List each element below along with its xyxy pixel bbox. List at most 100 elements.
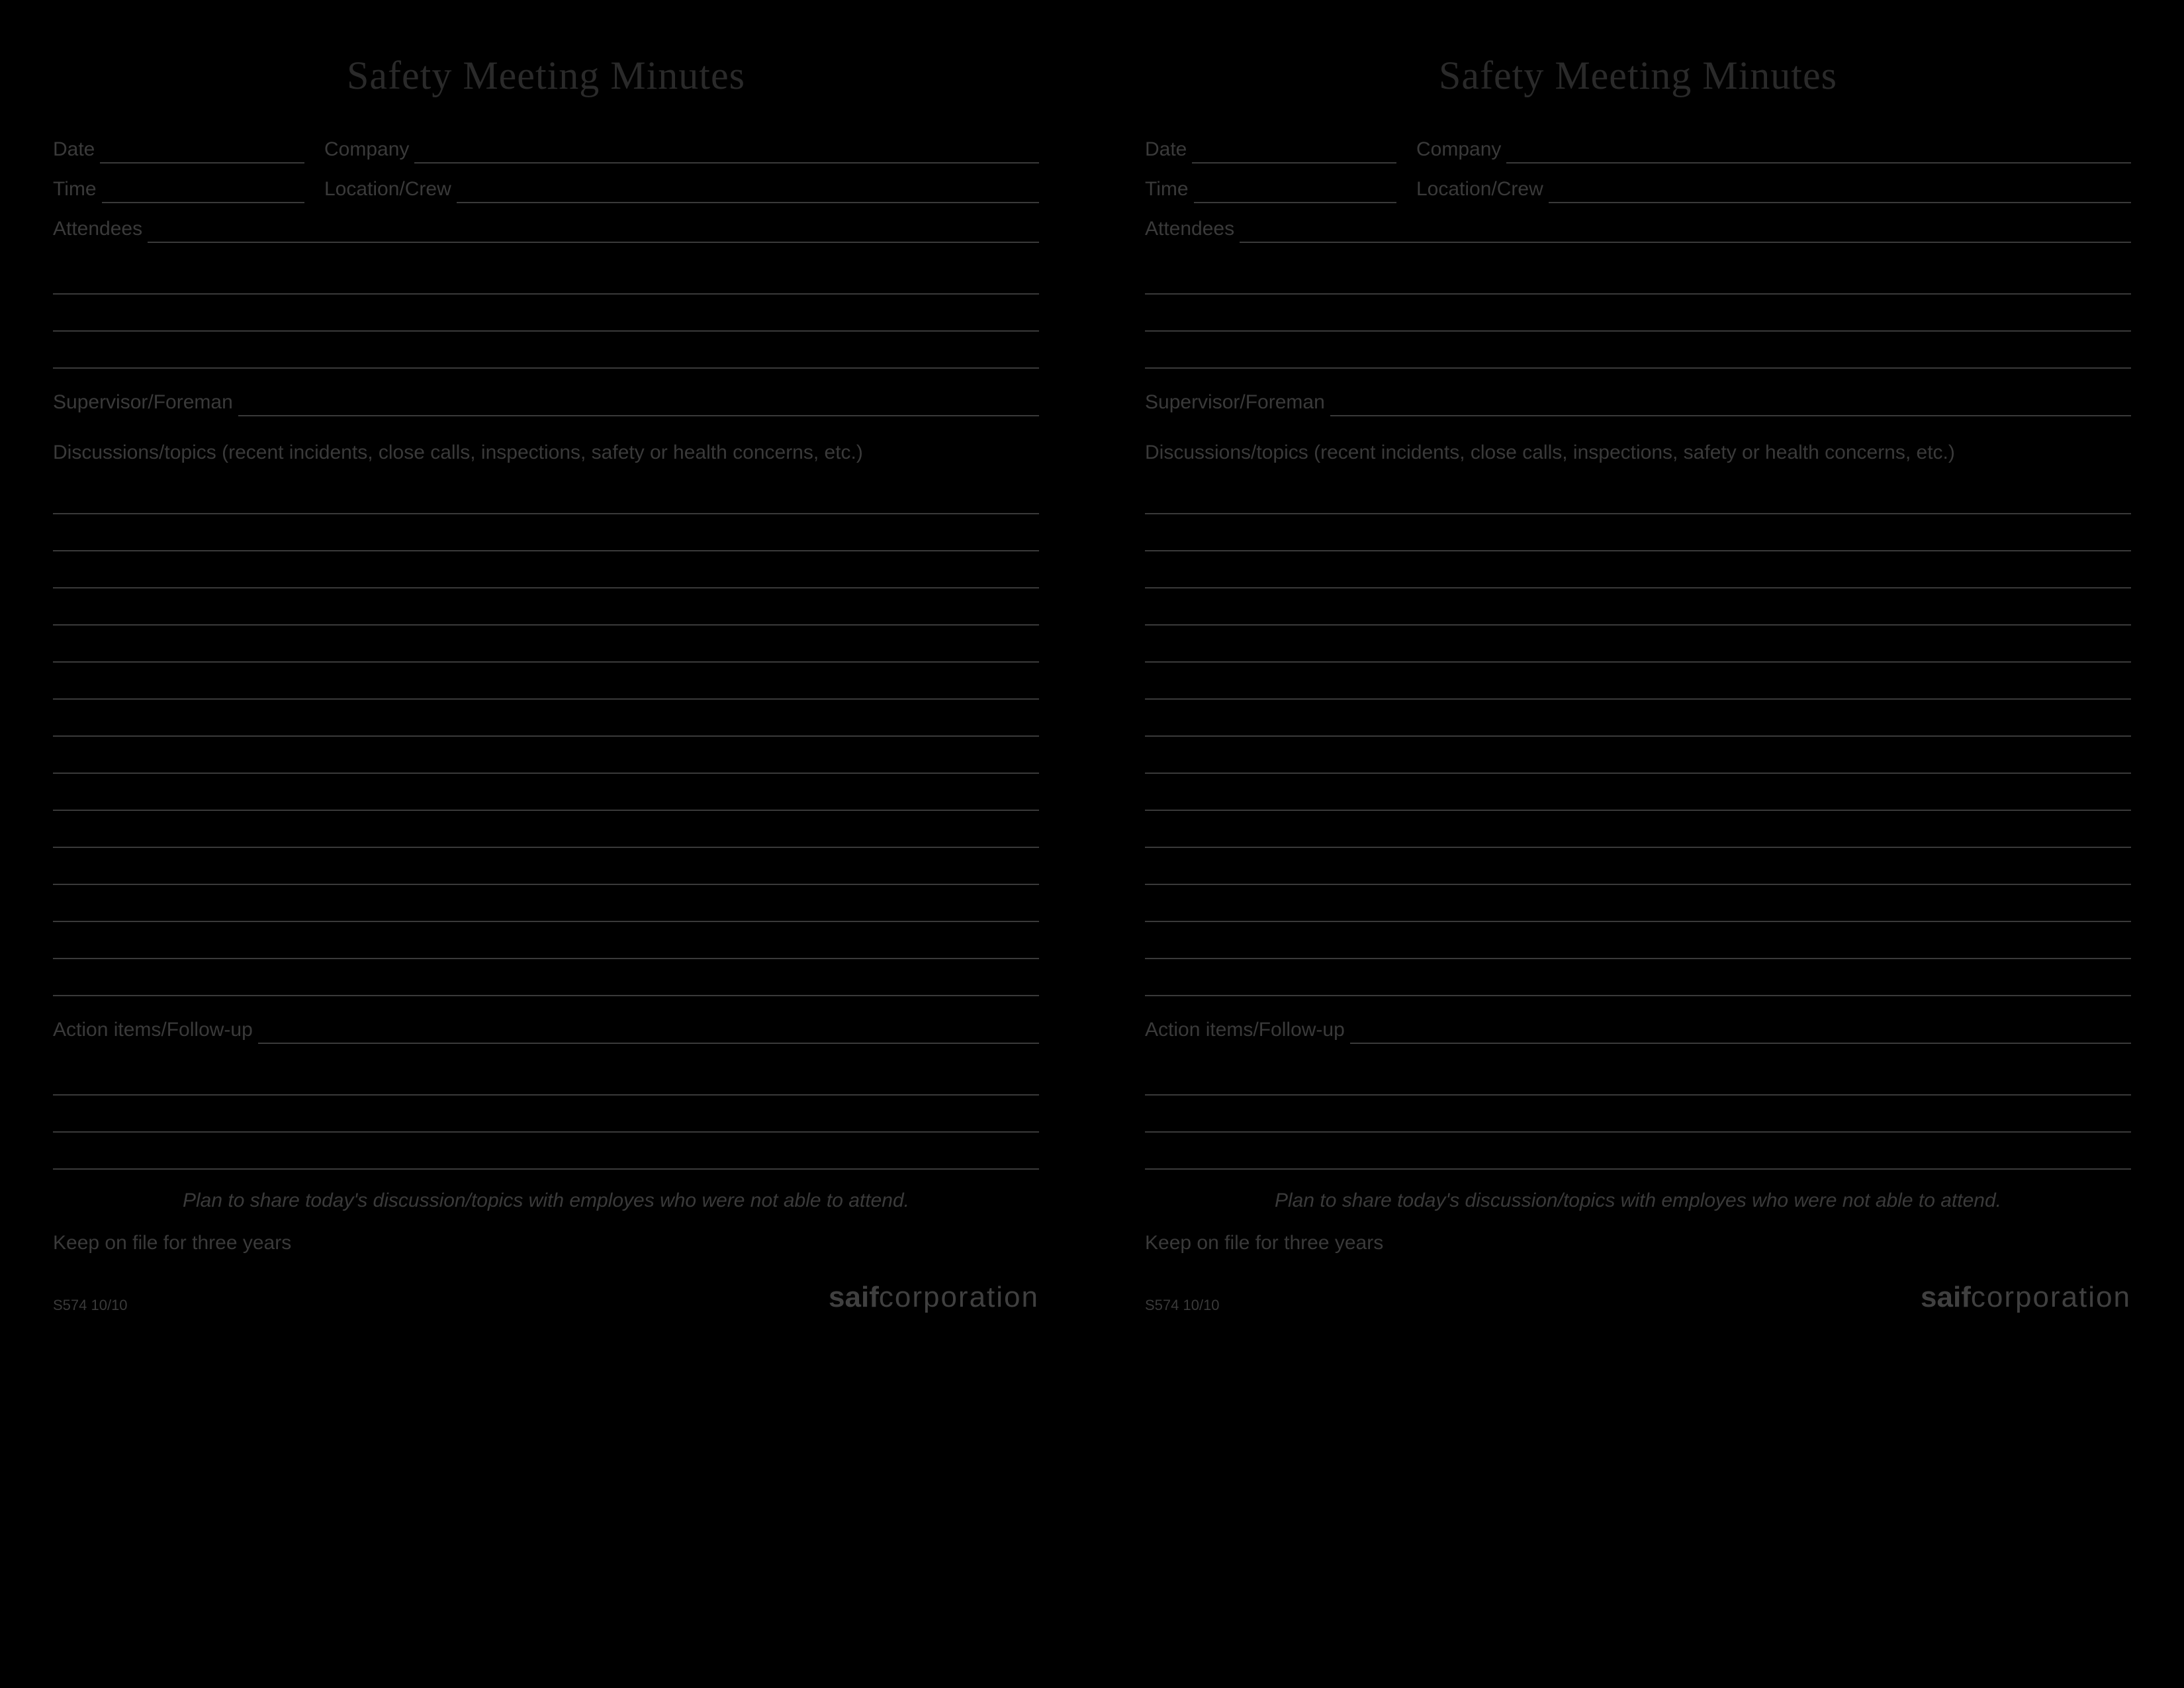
form-id: S574 10/10 bbox=[53, 1297, 128, 1314]
action-input-line[interactable] bbox=[1350, 1021, 2131, 1044]
supervisor-input-line[interactable] bbox=[238, 394, 1039, 416]
blank-input-line[interactable] bbox=[1145, 700, 2131, 737]
attendees-label: Attendees bbox=[53, 218, 148, 243]
location-label: Location/Crew bbox=[1416, 178, 1549, 203]
blank-input-line[interactable] bbox=[53, 514, 1039, 551]
blank-input-line[interactable] bbox=[1145, 922, 2131, 959]
action-label: Action items/Follow-up bbox=[1145, 1019, 1350, 1044]
blank-input-line[interactable] bbox=[53, 774, 1039, 811]
attendees-input-line[interactable] bbox=[1240, 220, 2131, 243]
blank-input-line[interactable] bbox=[1145, 332, 2131, 369]
blank-input-line[interactable] bbox=[1145, 551, 2131, 588]
blank-input-line[interactable] bbox=[53, 885, 1039, 922]
blank-input-line[interactable] bbox=[1145, 514, 2131, 551]
keep-note: Keep on file for three years bbox=[1145, 1232, 2131, 1254]
time-field: Time bbox=[53, 178, 304, 203]
brand-bold: saif bbox=[829, 1281, 879, 1313]
footer: S574 10/10 saifcorporation bbox=[1145, 1281, 2131, 1314]
blank-input-line[interactable] bbox=[1145, 1058, 2131, 1096]
location-field: Location/Crew bbox=[1416, 178, 2131, 203]
action-field: Action items/Follow-up bbox=[1145, 1019, 2131, 1044]
company-input-line[interactable] bbox=[1506, 141, 2131, 164]
row-date-company: Date Company bbox=[53, 138, 1039, 164]
blank-input-line[interactable] bbox=[1145, 885, 2131, 922]
blank-input-line[interactable] bbox=[53, 626, 1039, 663]
attendees-extra-lines bbox=[53, 258, 1039, 369]
company-field: Company bbox=[1416, 138, 2131, 164]
company-label: Company bbox=[1416, 138, 1506, 164]
company-input-line[interactable] bbox=[414, 141, 1039, 164]
blank-input-line[interactable] bbox=[53, 737, 1039, 774]
blank-input-line[interactable] bbox=[1145, 774, 2131, 811]
blank-input-line[interactable] bbox=[53, 663, 1039, 700]
row-supervisor: Supervisor/Foreman bbox=[1145, 391, 2131, 416]
blank-input-line[interactable] bbox=[53, 959, 1039, 996]
row-action: Action items/Follow-up bbox=[53, 1019, 1039, 1044]
attendees-input-line[interactable] bbox=[148, 220, 1039, 243]
row-action: Action items/Follow-up bbox=[1145, 1019, 2131, 1044]
blank-input-line[interactable] bbox=[1145, 626, 2131, 663]
blank-input-line[interactable] bbox=[53, 551, 1039, 588]
location-input-line[interactable] bbox=[457, 181, 1039, 203]
share-note: Plan to share today's discussion/topics … bbox=[53, 1190, 1039, 1212]
brand-light: corporation bbox=[1971, 1281, 2131, 1313]
blank-input-line[interactable] bbox=[1145, 959, 2131, 996]
blank-input-line[interactable] bbox=[53, 1133, 1039, 1170]
row-attendees: Attendees bbox=[53, 218, 1039, 243]
action-field: Action items/Follow-up bbox=[53, 1019, 1039, 1044]
date-label: Date bbox=[1145, 138, 1192, 164]
row-date-company: Date Company bbox=[1145, 138, 2131, 164]
brand-logo: saifcorporation bbox=[829, 1281, 1039, 1314]
location-input-line[interactable] bbox=[1549, 181, 2131, 203]
discussion-lines bbox=[53, 477, 1039, 996]
blank-input-line[interactable] bbox=[1145, 848, 2131, 885]
date-input-line[interactable] bbox=[100, 141, 304, 164]
blank-input-line[interactable] bbox=[53, 588, 1039, 626]
blank-input-line[interactable] bbox=[1145, 737, 2131, 774]
blank-input-line[interactable] bbox=[1145, 1133, 2131, 1170]
discussions-label: Discussions/topics (recent incidents, cl… bbox=[1145, 442, 2131, 464]
blank-input-line[interactable] bbox=[1145, 477, 2131, 514]
blank-input-line[interactable] bbox=[53, 848, 1039, 885]
blank-input-line[interactable] bbox=[1145, 295, 2131, 332]
blank-input-line[interactable] bbox=[53, 258, 1039, 295]
action-input-line[interactable] bbox=[258, 1021, 1039, 1044]
brand-logo: saifcorporation bbox=[1921, 1281, 2131, 1314]
page-title: Safety Meeting Minutes bbox=[1145, 53, 2131, 99]
supervisor-input-line[interactable] bbox=[1330, 394, 2131, 416]
blank-input-line[interactable] bbox=[53, 332, 1039, 369]
blank-input-line[interactable] bbox=[1145, 811, 2131, 848]
blank-input-line[interactable] bbox=[1145, 258, 2131, 295]
row-attendees: Attendees bbox=[1145, 218, 2131, 243]
blank-input-line[interactable] bbox=[53, 477, 1039, 514]
blank-input-line[interactable] bbox=[53, 811, 1039, 848]
blank-input-line[interactable] bbox=[53, 1096, 1039, 1133]
discussions-label: Discussions/topics (recent incidents, cl… bbox=[53, 442, 1039, 464]
brand-light: corporation bbox=[879, 1281, 1039, 1313]
row-supervisor: Supervisor/Foreman bbox=[53, 391, 1039, 416]
location-field: Location/Crew bbox=[324, 178, 1039, 203]
form-page-right: Safety Meeting Minutes Date Company Time… bbox=[1092, 0, 2184, 1688]
share-note: Plan to share today's discussion/topics … bbox=[1145, 1190, 2131, 1212]
blank-input-line[interactable] bbox=[53, 922, 1039, 959]
blank-input-line[interactable] bbox=[53, 700, 1039, 737]
blank-input-line[interactable] bbox=[53, 295, 1039, 332]
time-input-line[interactable] bbox=[102, 181, 304, 203]
location-label: Location/Crew bbox=[324, 178, 457, 203]
action-extra-lines bbox=[1145, 1058, 2131, 1170]
company-label: Company bbox=[324, 138, 414, 164]
attendees-extra-lines bbox=[1145, 258, 2131, 369]
time-field: Time bbox=[1145, 178, 1396, 203]
brand-bold: saif bbox=[1921, 1281, 1971, 1313]
date-label: Date bbox=[53, 138, 100, 164]
date-input-line[interactable] bbox=[1192, 141, 1396, 164]
row-time-location: Time Location/Crew bbox=[53, 178, 1039, 203]
blank-input-line[interactable] bbox=[53, 1058, 1039, 1096]
blank-input-line[interactable] bbox=[1145, 588, 2131, 626]
row-time-location: Time Location/Crew bbox=[1145, 178, 2131, 203]
blank-input-line[interactable] bbox=[1145, 1096, 2131, 1133]
keep-note: Keep on file for three years bbox=[53, 1232, 1039, 1254]
blank-input-line[interactable] bbox=[1145, 663, 2131, 700]
time-input-line[interactable] bbox=[1194, 181, 1396, 203]
page-title: Safety Meeting Minutes bbox=[53, 53, 1039, 99]
